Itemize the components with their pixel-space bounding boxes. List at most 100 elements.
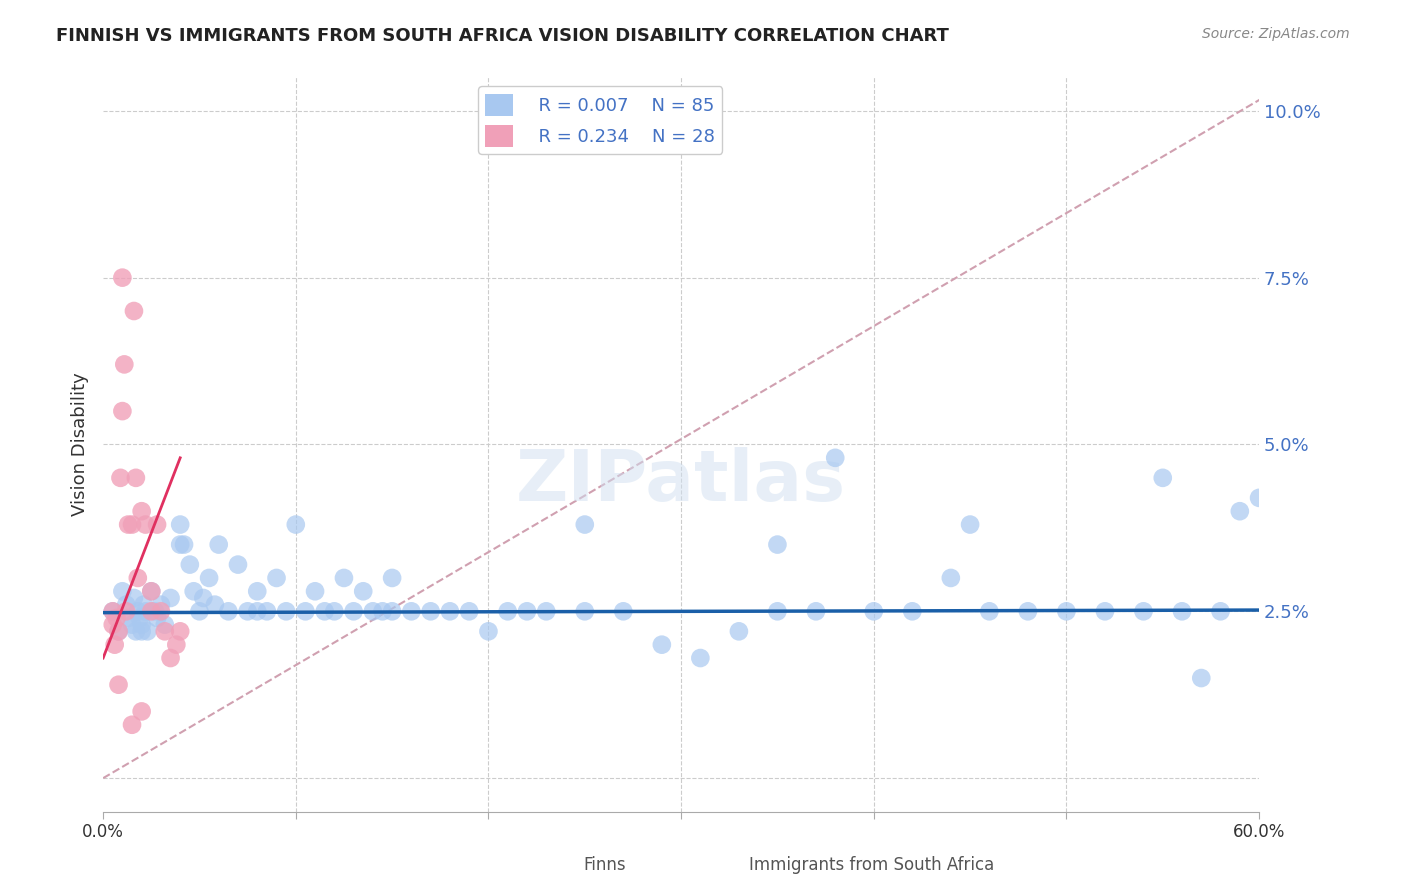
Point bbox=[149, 598, 172, 612]
Point bbox=[179, 558, 201, 572]
Point bbox=[127, 571, 149, 585]
Point bbox=[574, 517, 596, 532]
Point bbox=[1229, 504, 1251, 518]
Point bbox=[314, 604, 336, 618]
Point bbox=[323, 604, 346, 618]
Text: ZIPatlas: ZIPatlas bbox=[516, 447, 846, 516]
Point bbox=[107, 624, 129, 639]
Point bbox=[226, 558, 249, 572]
Point bbox=[104, 638, 127, 652]
Point bbox=[146, 517, 169, 532]
Point bbox=[371, 604, 394, 618]
Point bbox=[159, 591, 181, 605]
Point bbox=[1094, 604, 1116, 618]
Point bbox=[1152, 471, 1174, 485]
Point bbox=[153, 624, 176, 639]
Point bbox=[458, 604, 481, 618]
Point bbox=[134, 604, 156, 618]
Point bbox=[419, 604, 441, 618]
Point bbox=[266, 571, 288, 585]
Point bbox=[149, 604, 172, 618]
Point bbox=[141, 584, 163, 599]
Point bbox=[131, 624, 153, 639]
Point bbox=[125, 624, 148, 639]
Point bbox=[1054, 604, 1077, 618]
Point bbox=[1306, 491, 1329, 505]
Point bbox=[1189, 671, 1212, 685]
Point bbox=[105, 611, 128, 625]
Point bbox=[132, 598, 155, 612]
Text: Immigrants from South Africa: Immigrants from South Africa bbox=[749, 856, 994, 874]
Point bbox=[188, 604, 211, 618]
Point bbox=[536, 604, 558, 618]
Point bbox=[165, 638, 187, 652]
Point bbox=[121, 718, 143, 732]
Point bbox=[101, 604, 124, 618]
Point bbox=[101, 604, 124, 618]
Point bbox=[169, 538, 191, 552]
Point bbox=[728, 624, 751, 639]
Point bbox=[381, 571, 404, 585]
Point bbox=[1132, 604, 1154, 618]
Point bbox=[352, 584, 374, 599]
Point bbox=[304, 584, 326, 599]
Point bbox=[574, 604, 596, 618]
Legend:   R = 0.007    N = 85,   R = 0.234    N = 28: R = 0.007 N = 85, R = 0.234 N = 28 bbox=[478, 87, 723, 154]
Point bbox=[204, 598, 226, 612]
Point bbox=[766, 538, 789, 552]
Point bbox=[246, 584, 269, 599]
Point bbox=[117, 611, 139, 625]
Point bbox=[131, 705, 153, 719]
Point bbox=[169, 517, 191, 532]
Point bbox=[101, 617, 124, 632]
Point bbox=[516, 604, 538, 618]
Point bbox=[115, 598, 138, 612]
Point bbox=[612, 604, 634, 618]
Point bbox=[256, 604, 278, 618]
Point bbox=[122, 591, 145, 605]
Point bbox=[862, 604, 884, 618]
Point bbox=[198, 571, 221, 585]
Y-axis label: Vision Disability: Vision Disability bbox=[72, 373, 89, 516]
Point bbox=[141, 604, 163, 618]
Point bbox=[939, 571, 962, 585]
Point bbox=[824, 450, 846, 465]
Point bbox=[236, 604, 259, 618]
Point bbox=[193, 591, 215, 605]
Point bbox=[401, 604, 423, 618]
Point bbox=[342, 604, 364, 618]
Point bbox=[141, 584, 163, 599]
Point bbox=[276, 604, 298, 618]
Point bbox=[246, 604, 269, 618]
Point bbox=[294, 604, 316, 618]
Point bbox=[477, 624, 499, 639]
Point bbox=[110, 471, 132, 485]
Point bbox=[131, 504, 153, 518]
Point bbox=[146, 611, 169, 625]
Text: Finns: Finns bbox=[583, 856, 626, 874]
Text: FINNISH VS IMMIGRANTS FROM SOUTH AFRICA VISION DISABILITY CORRELATION CHART: FINNISH VS IMMIGRANTS FROM SOUTH AFRICA … bbox=[56, 27, 949, 45]
Point bbox=[804, 604, 827, 618]
Point bbox=[651, 638, 673, 652]
Point bbox=[381, 604, 404, 618]
Point bbox=[901, 604, 924, 618]
Point bbox=[121, 517, 143, 532]
Point bbox=[979, 604, 1001, 618]
Point bbox=[1209, 604, 1232, 618]
Point bbox=[111, 270, 134, 285]
Point bbox=[125, 471, 148, 485]
Point bbox=[496, 604, 519, 618]
Point bbox=[217, 604, 239, 618]
Point bbox=[112, 358, 135, 372]
Point bbox=[122, 304, 145, 318]
Point bbox=[766, 604, 789, 618]
Point bbox=[208, 538, 231, 552]
Point bbox=[1171, 604, 1194, 618]
Point bbox=[361, 604, 384, 618]
Point bbox=[131, 617, 153, 632]
Point bbox=[136, 624, 159, 639]
Point bbox=[127, 604, 149, 618]
Point bbox=[117, 517, 139, 532]
Point bbox=[333, 571, 356, 585]
Point bbox=[128, 611, 150, 625]
